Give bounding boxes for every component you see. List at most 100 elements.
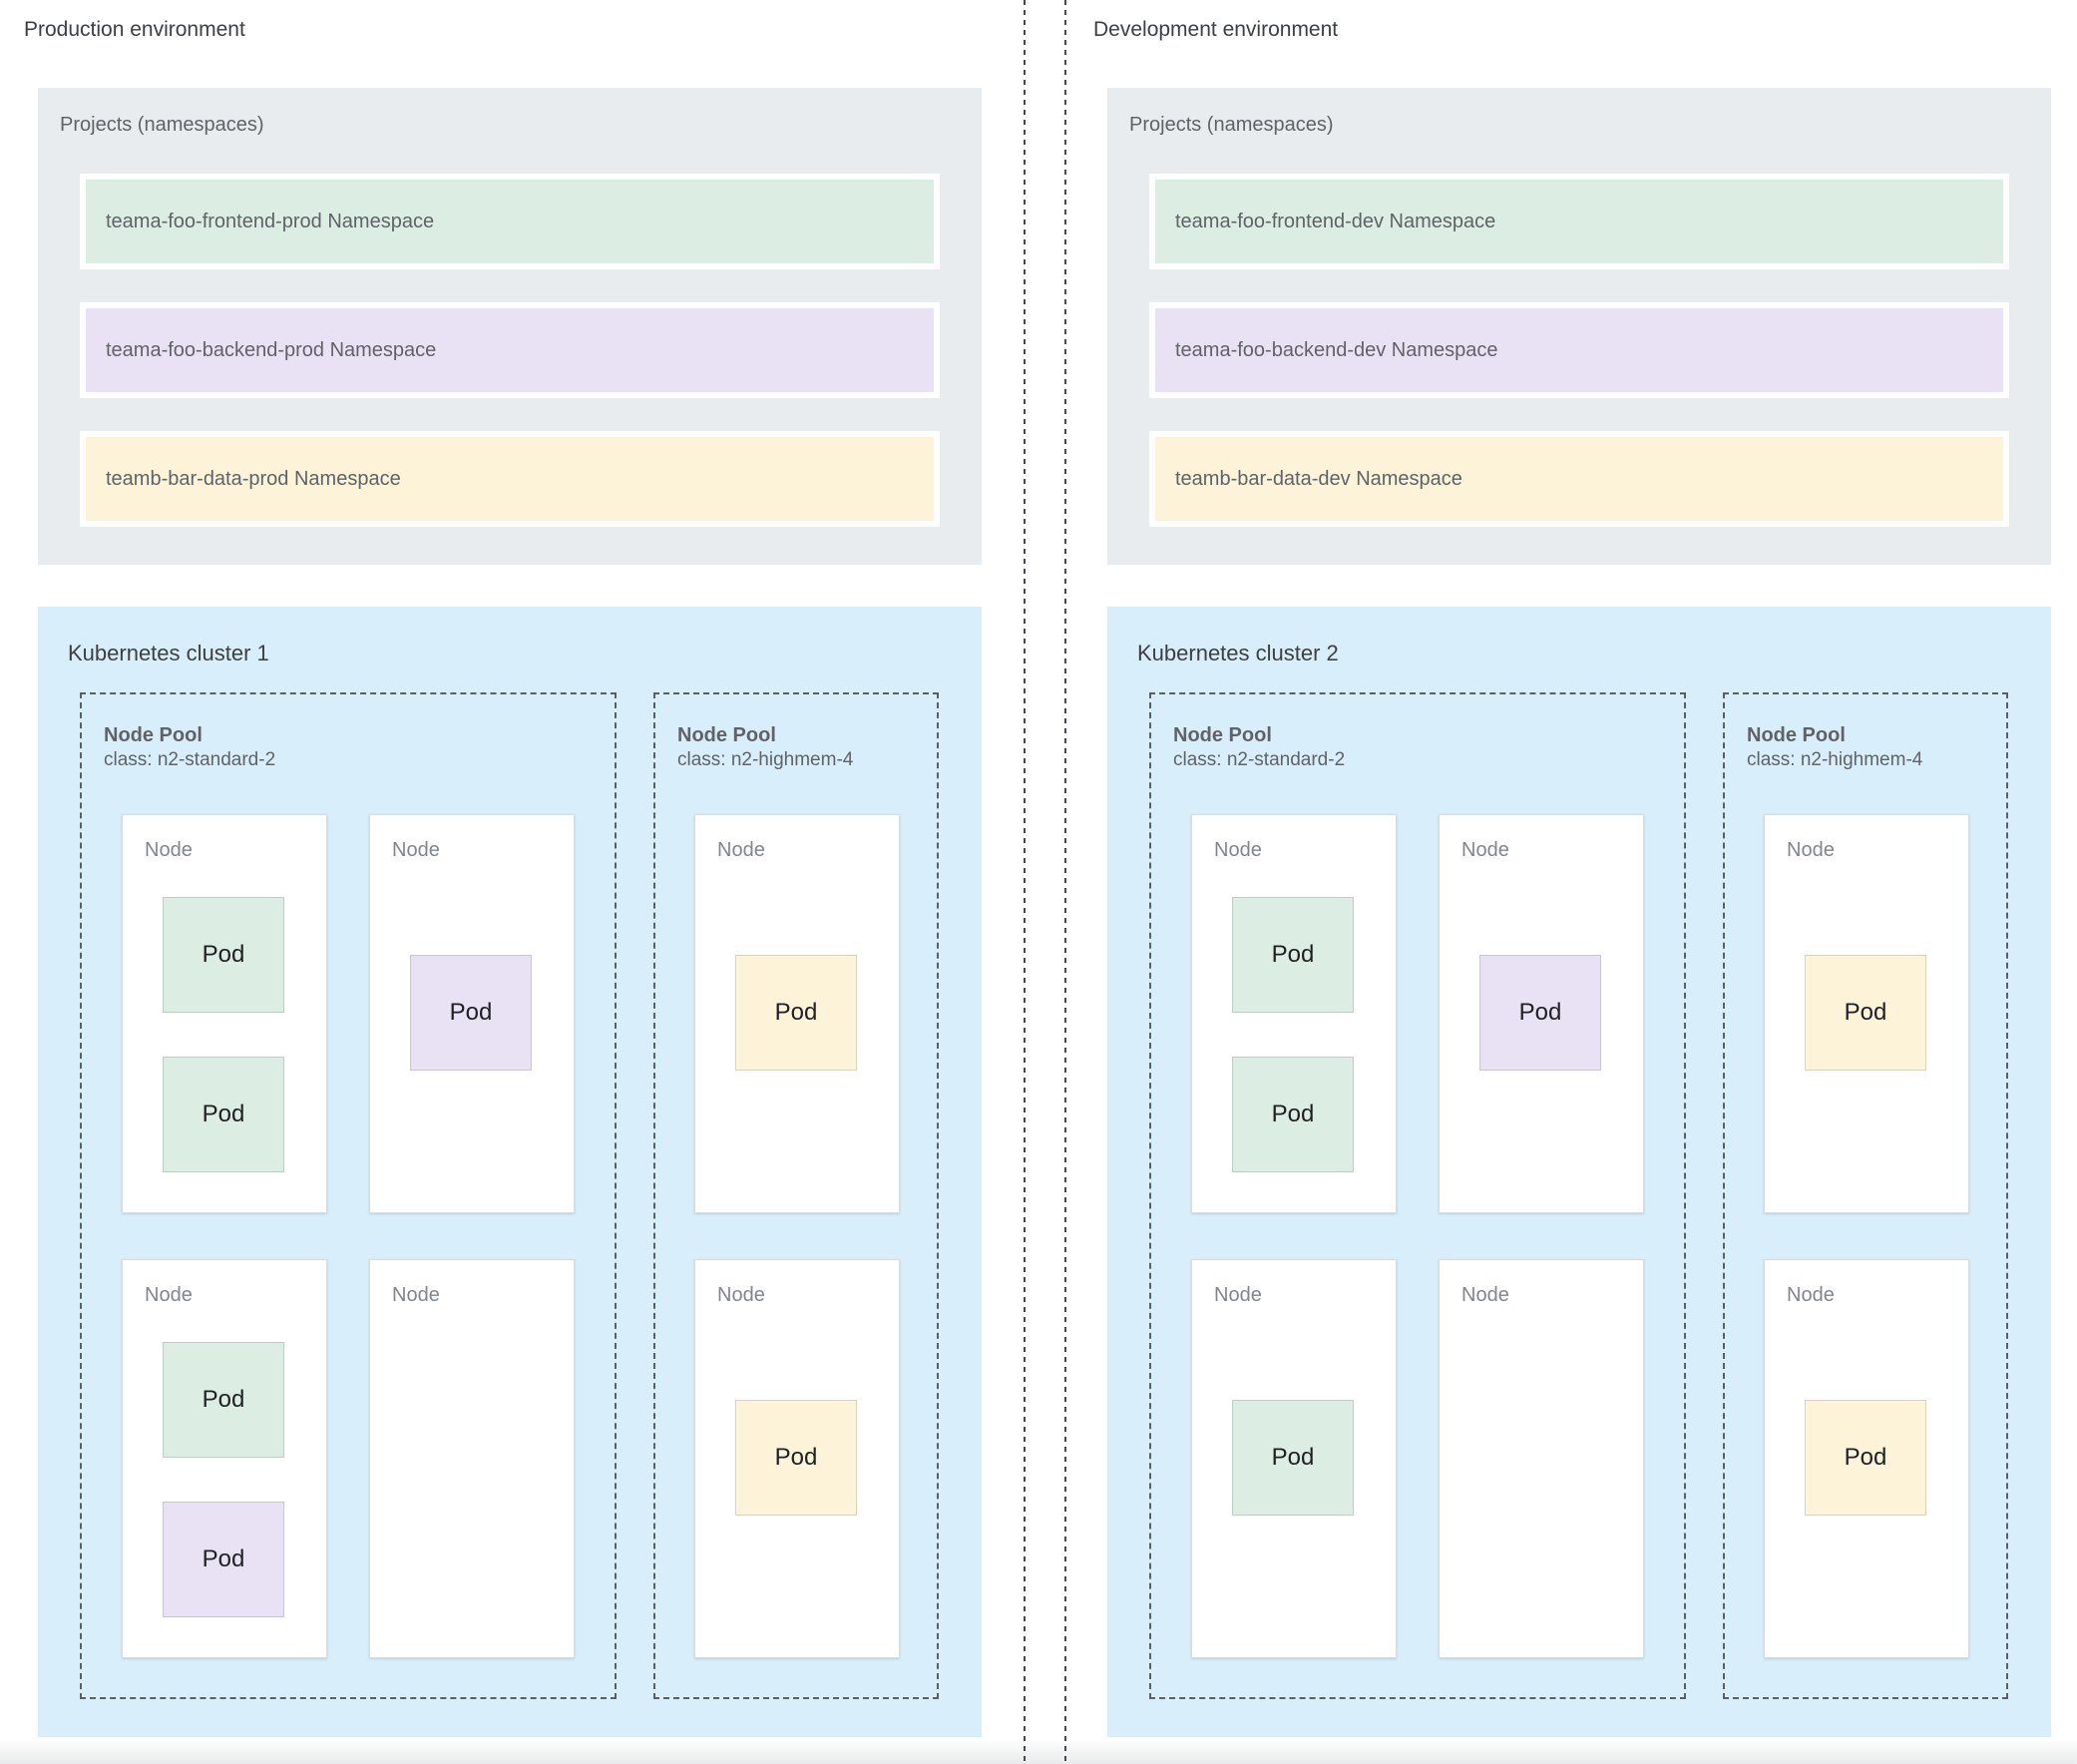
pod: Pod <box>1232 897 1354 1013</box>
node-pool-title: Node Pool <box>1747 724 1846 746</box>
node-pool-header: Node Pool class: n2-standard-2 <box>1173 722 1345 773</box>
node: Node Pod <box>1764 814 1969 1213</box>
node-pool-header: Node Pool class: n2-standard-2 <box>104 722 275 773</box>
namespace-bar-backend: teama-foo-backend-dev Namespace <box>1149 302 2009 398</box>
node-label: Node <box>1214 1284 1262 1306</box>
node-pool-title: Node Pool <box>104 724 203 746</box>
node-pool-class: class: n2-highmem-4 <box>677 749 854 770</box>
namespace-bar-fill: teama-foo-backend-prod Namespace <box>86 308 934 392</box>
pod: Pod <box>1232 1400 1354 1516</box>
pod-label: Pod <box>202 1386 245 1413</box>
node-pool-title: Node Pool <box>1173 724 1272 746</box>
pod-label: Pod <box>774 999 818 1026</box>
namespace-bar-fill: teamb-bar-data-dev Namespace <box>1155 437 2003 521</box>
namespace-bar-data: teamb-bar-data-dev Namespace <box>1149 431 2009 527</box>
node-pool-standard: Node Pool class: n2-standard-2 Node Pod … <box>1149 692 1686 1699</box>
projects-box: Projects (namespaces) teama-foo-frontend… <box>1107 88 2051 565</box>
pod: Pod <box>1805 1400 1926 1516</box>
namespace-bar-fill: teamb-bar-data-prod Namespace <box>86 437 934 521</box>
namespace-label: teama-foo-frontend-prod Namespace <box>106 210 435 232</box>
pod: Pod <box>735 955 857 1071</box>
projects-label: Projects (namespaces) <box>60 114 264 136</box>
cluster-title: Kubernetes cluster 2 <box>1137 641 1339 665</box>
node-label: Node <box>717 1284 765 1306</box>
pod-label: Pod <box>202 941 245 968</box>
node: Node <box>369 1259 575 1658</box>
node-label: Node <box>392 1284 440 1306</box>
page-bottom-strip <box>0 1740 2077 1764</box>
namespace-bar-fill: teama-foo-backend-dev Namespace <box>1155 308 2003 392</box>
node-pool-standard: Node Pool class: n2-standard-2 Node Pod … <box>80 692 617 1699</box>
pod-label: Pod <box>202 1101 245 1127</box>
pod-label: Pod <box>1844 1444 1887 1471</box>
environment-title: Development environment <box>1093 18 1339 41</box>
kubernetes-cluster-box: Kubernetes cluster 1 Node Pool class: n2… <box>38 607 982 1737</box>
environment-title: Production environment <box>24 18 245 41</box>
pod-label: Pod <box>1271 1444 1315 1471</box>
pod-label: Pod <box>1844 999 1887 1026</box>
namespace-bar-backend: teama-foo-backend-prod Namespace <box>80 302 940 398</box>
node: Node Pod Pod <box>122 814 327 1213</box>
pod-label: Pod <box>449 999 493 1026</box>
node: Node Pod <box>694 1259 900 1658</box>
node-label: Node <box>1787 839 1835 861</box>
node-label: Node <box>1461 1284 1509 1306</box>
node: Node Pod <box>694 814 900 1213</box>
node: Node Pod Pod <box>122 1259 327 1658</box>
node: Node Pod Pod <box>1191 814 1397 1213</box>
pod: Pod <box>163 1057 284 1172</box>
pod: Pod <box>1479 955 1601 1071</box>
namespace-label: teamb-bar-data-dev Namespace <box>1175 467 1462 490</box>
node: Node Pod <box>1764 1259 1969 1658</box>
node-pool-class: class: n2-highmem-4 <box>1747 749 1923 770</box>
node-label: Node <box>1214 839 1262 861</box>
node-pool-title: Node Pool <box>677 724 776 746</box>
pod: Pod <box>1805 955 1926 1071</box>
environment-divider-line <box>1024 0 1026 1764</box>
pod-label: Pod <box>774 1444 818 1471</box>
pod: Pod <box>163 897 284 1013</box>
node-pool-class: class: n2-standard-2 <box>1173 749 1346 770</box>
namespace-label: teama-foo-backend-prod Namespace <box>106 338 437 361</box>
namespace-bar-data: teamb-bar-data-prod Namespace <box>80 431 940 527</box>
node: Node <box>1439 1259 1644 1658</box>
pod-label: Pod <box>202 1545 245 1572</box>
environment-divider-line <box>1064 0 1066 1764</box>
pod: Pod <box>735 1400 857 1516</box>
namespace-bar-fill: teama-foo-frontend-dev Namespace <box>1155 180 2003 263</box>
kubernetes-cluster-box: Kubernetes cluster 2 Node Pool class: n2… <box>1107 607 2051 1737</box>
pod-label: Pod <box>1271 941 1315 968</box>
node-label: Node <box>145 1284 193 1306</box>
node-pool-header: Node Pool class: n2-highmem-4 <box>677 722 853 773</box>
cluster-title: Kubernetes cluster 1 <box>68 641 269 665</box>
namespace-bar-fill: teama-foo-frontend-prod Namespace <box>86 180 934 263</box>
node-label: Node <box>717 839 765 861</box>
pod: Pod <box>410 955 532 1071</box>
node-pool-class: class: n2-standard-2 <box>104 749 276 770</box>
pod: Pod <box>163 1502 284 1617</box>
namespace-label: teamb-bar-data-prod Namespace <box>106 467 401 490</box>
pod: Pod <box>163 1342 284 1458</box>
node: Node Pod <box>369 814 575 1213</box>
pod-label: Pod <box>1271 1101 1315 1127</box>
namespace-bar-frontend: teama-foo-frontend-dev Namespace <box>1149 174 2009 269</box>
namespace-label: teama-foo-backend-dev Namespace <box>1175 338 1498 361</box>
namespace-label: teama-foo-frontend-dev Namespace <box>1175 210 1496 232</box>
projects-label: Projects (namespaces) <box>1129 114 1334 136</box>
pod: Pod <box>1232 1057 1354 1172</box>
pod-label: Pod <box>1518 999 1562 1026</box>
namespace-bar-frontend: teama-foo-frontend-prod Namespace <box>80 174 940 269</box>
node-label: Node <box>145 839 193 861</box>
node-label: Node <box>392 839 440 861</box>
node-pool-highmem: Node Pool class: n2-highmem-4 Node Pod N… <box>1723 692 2008 1699</box>
node-label: Node <box>1461 839 1509 861</box>
node-pool-highmem: Node Pool class: n2-highmem-4 Node Pod N… <box>653 692 939 1699</box>
node: Node Pod <box>1191 1259 1397 1658</box>
projects-box: Projects (namespaces) teama-foo-frontend… <box>38 88 982 565</box>
node-label: Node <box>1787 1284 1835 1306</box>
node-pool-header: Node Pool class: n2-highmem-4 <box>1747 722 1922 773</box>
node: Node Pod <box>1439 814 1644 1213</box>
environment-development: Development environment Projects (namesp… <box>1069 0 2077 1764</box>
environment-production: Production environment Projects (namespa… <box>0 0 1008 1764</box>
